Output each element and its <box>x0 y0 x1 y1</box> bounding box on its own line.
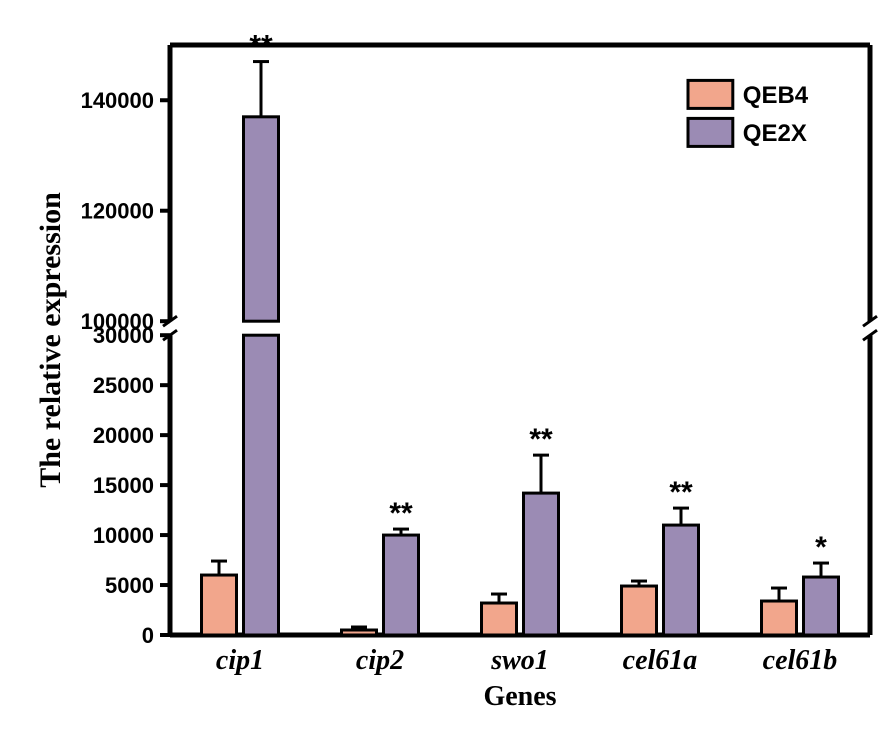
svg-text:cel61a: cel61a <box>623 645 698 676</box>
svg-text:cip2: cip2 <box>356 645 404 676</box>
svg-text:cel61b: cel61b <box>763 645 838 676</box>
bar-chart: 0500010000150002000025000300001000001200… <box>20 20 896 721</box>
svg-text:10000: 10000 <box>93 523 154 548</box>
svg-text:**: ** <box>529 423 553 456</box>
svg-text:QEB4: QEB4 <box>743 82 809 109</box>
svg-text:140000: 140000 <box>81 88 154 113</box>
svg-text:**: ** <box>669 476 693 509</box>
svg-text:15000: 15000 <box>93 473 154 498</box>
svg-text:0: 0 <box>142 623 154 648</box>
svg-text:20000: 20000 <box>93 423 154 448</box>
svg-text:The relative expression: The relative expression <box>34 192 67 488</box>
svg-text:25000: 25000 <box>93 373 154 398</box>
svg-text:**: ** <box>249 30 273 63</box>
svg-text:*: * <box>815 531 827 564</box>
svg-text:5000: 5000 <box>105 573 154 598</box>
svg-text:100000: 100000 <box>81 309 154 334</box>
svg-text:**: ** <box>389 497 413 530</box>
svg-text:cip1: cip1 <box>216 645 264 676</box>
svg-text:Genes: Genes <box>483 681 556 712</box>
svg-text:120000: 120000 <box>81 199 154 224</box>
chart-container: 0500010000150002000025000300001000001200… <box>20 20 896 721</box>
svg-text:QE2X: QE2X <box>743 120 807 147</box>
svg-text:swo1: swo1 <box>490 645 549 676</box>
